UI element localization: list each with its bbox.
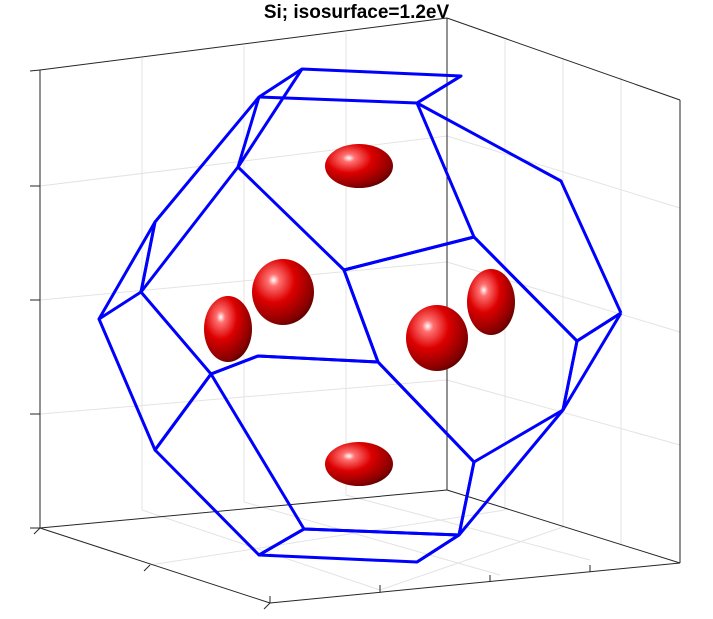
axis-line (39, 527, 271, 604)
isosurface (204, 144, 515, 486)
wireframe-front (97, 67, 623, 564)
tick-marks (29, 69, 681, 610)
bz-edge (236, 68, 304, 168)
isosurface-pocket-bottom (325, 442, 393, 486)
axes-box (39, 17, 681, 604)
tick-mark (263, 602, 271, 610)
isosurface-pocket-top (325, 144, 393, 188)
bz-edge-group (97, 318, 213, 452)
tick-mark (29, 69, 41, 72)
axis-line (39, 489, 448, 529)
isosurface-pocket-left-side (204, 296, 252, 362)
chart-title: Si; isosurface=1.2eV (263, 2, 450, 23)
isosurface-pocket-right-side (467, 269, 515, 335)
bz-edge (561, 312, 623, 411)
bz-edge-group (139, 96, 261, 293)
bz-face-bottom (257, 527, 461, 564)
bz-edge (416, 533, 460, 564)
tick-mark (33, 527, 41, 535)
bz-edge (561, 340, 579, 411)
axis-line (39, 17, 448, 71)
bz-edge-group (236, 96, 261, 168)
grid-line (141, 509, 381, 591)
axis-line (446, 17, 681, 101)
grid-line (149, 509, 506, 566)
grid-line (345, 494, 591, 561)
isosurface-pocket-right-front (406, 305, 468, 371)
bz-edge (457, 409, 565, 536)
tick-mark (143, 564, 151, 572)
axis-line (269, 562, 681, 604)
isosurface-pocket-left-front (252, 259, 314, 325)
grid-line (243, 501, 501, 576)
bz-edge-group (416, 101, 623, 314)
grid-line (379, 526, 564, 591)
